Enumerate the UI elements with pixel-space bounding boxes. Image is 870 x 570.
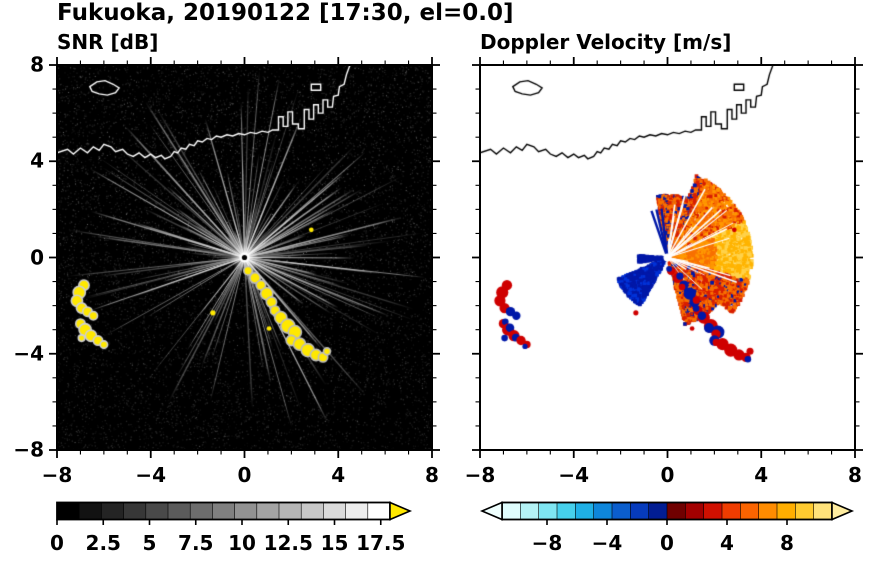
colorbar-tick-label: −8 xyxy=(531,531,563,555)
colorbar-tick-label: −4 xyxy=(591,531,623,555)
x-tick-label: 0 xyxy=(237,463,252,487)
y-tick-label: 4 xyxy=(30,148,44,173)
velocity-plot-canvas xyxy=(480,65,855,450)
velocity-panel-title: Doppler Velocity [m/s] xyxy=(480,30,732,54)
x-tick-label: −4 xyxy=(135,463,167,487)
colorbar-tick-label: 4 xyxy=(720,531,734,555)
velocity-colorbar xyxy=(479,501,855,525)
colorbar-tick-label: 12.5 xyxy=(263,531,313,555)
x-tick-label: 8 xyxy=(425,463,439,487)
colorbar-tick-label: 8 xyxy=(780,531,794,555)
colorbar-tick-label: 15 xyxy=(320,531,349,555)
x-tick-label: 4 xyxy=(331,463,346,487)
x-tick-label: 0 xyxy=(660,463,675,487)
colorbar-tick-label: 17.5 xyxy=(356,531,406,555)
x-tick-label: −8 xyxy=(41,463,73,487)
colorbar-tick-label: 10 xyxy=(228,531,256,555)
x-tick-label: −4 xyxy=(558,463,590,487)
x-tick-label: 8 xyxy=(848,463,862,487)
x-tick-label: 4 xyxy=(754,463,769,487)
colorbar-tick-label: 5 xyxy=(142,531,157,555)
snr-colorbar xyxy=(56,501,413,525)
colorbar-tick-label: 7.5 xyxy=(178,531,214,555)
y-tick-label: −8 xyxy=(13,437,44,462)
snr-panel-title: SNR [dB] xyxy=(57,30,159,54)
snr-plot-canvas xyxy=(57,65,432,450)
colorbar-tick-label: 2.5 xyxy=(85,531,121,555)
x-tick-label: −8 xyxy=(464,463,496,487)
figure-title: Fukuoka, 20190122 [17:30, el=0.0] xyxy=(57,0,514,26)
y-tick-label: −4 xyxy=(13,341,44,366)
colorbar-tick-label: 0 xyxy=(50,531,64,555)
y-tick-label: 0 xyxy=(30,245,44,270)
y-tick-label: 8 xyxy=(30,52,44,77)
colorbar-tick-label: 0 xyxy=(660,531,674,555)
